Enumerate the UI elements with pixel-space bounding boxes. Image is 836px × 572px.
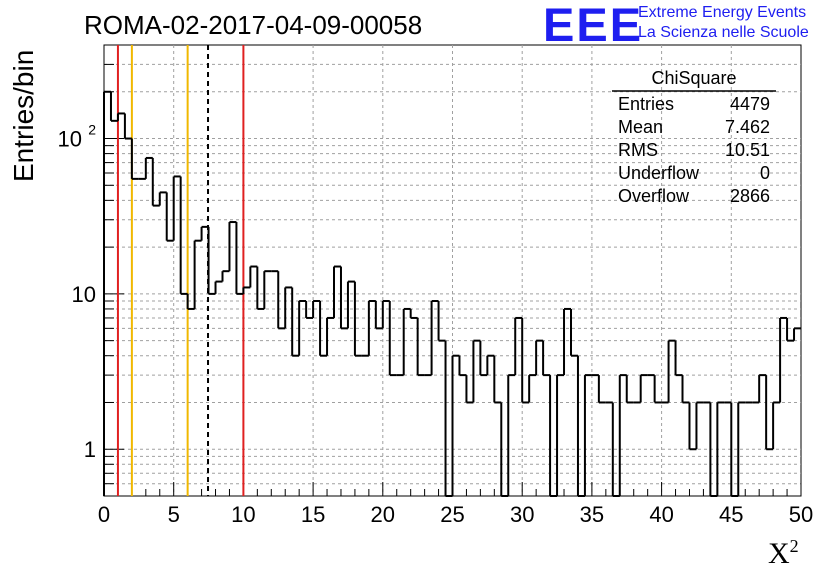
y-tick-labels: 1 10 10 2 bbox=[58, 122, 97, 463]
x-axis-label-main: X bbox=[768, 537, 790, 570]
eee-logo: EEE bbox=[543, 0, 644, 51]
x-tick-label: 5 bbox=[168, 502, 180, 527]
stat-key: Underflow bbox=[618, 163, 700, 183]
x-tick-label: 30 bbox=[510, 502, 534, 527]
x-tick-label: 20 bbox=[371, 502, 395, 527]
y-tick-exponent: 2 bbox=[88, 122, 96, 138]
x-axis-label-exponent: 2 bbox=[789, 536, 799, 556]
statbox-title: ChiSquare bbox=[651, 68, 737, 88]
x-tick-label: 35 bbox=[580, 502, 604, 527]
histogram-bins bbox=[103, 90, 801, 497]
x-tick-label: 50 bbox=[789, 502, 813, 527]
stat-value: 7.462 bbox=[724, 117, 770, 137]
stat-key: Overflow bbox=[618, 186, 690, 206]
stat-value: 10.51 bbox=[724, 140, 770, 160]
stat-value: 2866 bbox=[729, 186, 770, 206]
logo-line-1: Extreme Energy Events bbox=[638, 4, 807, 21]
x-axis-label: X2 bbox=[768, 536, 799, 571]
chart-title: ROMA-02-2017-04-09-00058 bbox=[84, 10, 423, 40]
stat-value: 0 bbox=[759, 163, 770, 183]
x-tick-labels: 0 5 10 15 20 25 30 35 40 45 50 bbox=[98, 502, 813, 527]
y-tick-label: 10 bbox=[72, 282, 96, 307]
logo-line-2: La Scienza nelle Scuole bbox=[638, 24, 809, 41]
x-tick-label: 0 bbox=[98, 502, 110, 527]
x-tick-label: 25 bbox=[440, 502, 464, 527]
y-tick-label: 1 bbox=[84, 437, 96, 462]
x-tick-label: 15 bbox=[301, 502, 325, 527]
y-tick-label: 10 bbox=[58, 127, 82, 152]
x-tick-label: 40 bbox=[649, 502, 673, 527]
stat-value: 4479 bbox=[729, 94, 770, 114]
stat-key: RMS bbox=[618, 140, 658, 160]
stat-key: Mean bbox=[618, 117, 664, 137]
y-axis-label: Entries/bin bbox=[8, 49, 39, 182]
x-tick-label: 45 bbox=[719, 502, 743, 527]
axis-ticks bbox=[103, 63, 802, 496]
x-tick-label: 10 bbox=[231, 502, 255, 527]
stat-key: Entries bbox=[618, 94, 675, 114]
